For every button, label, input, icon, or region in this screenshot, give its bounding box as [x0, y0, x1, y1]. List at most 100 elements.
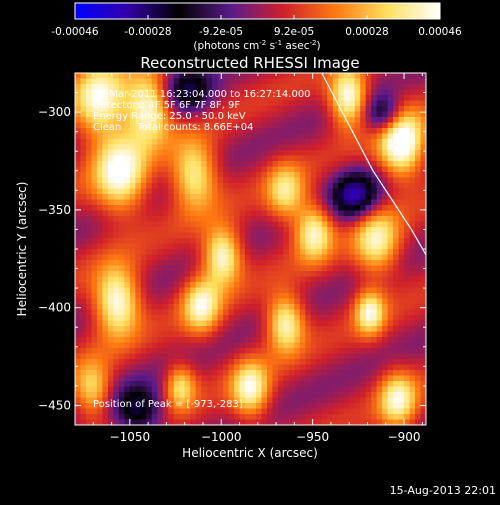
- heatmap-cell: [223, 375, 230, 382]
- heatmap-cell: [349, 282, 356, 289]
- heatmap-cell: [201, 216, 208, 223]
- heatmap-cell: [343, 254, 350, 261]
- heatmap-cell: [118, 326, 125, 333]
- heatmap-cell: [212, 221, 219, 228]
- heatmap-cell: [146, 150, 153, 157]
- heatmap-cell: [113, 419, 120, 425]
- heatmap-cell: [415, 260, 422, 267]
- heatmap-cell: [327, 381, 334, 388]
- heatmap-cell: [261, 150, 268, 157]
- heatmap-cell: [376, 249, 383, 256]
- heatmap-cell: [75, 386, 82, 393]
- heatmap-cell: [91, 364, 98, 371]
- heatmap-cell: [349, 221, 356, 228]
- heatmap-cell: [283, 205, 290, 212]
- heatmap-cell: [201, 408, 208, 415]
- heatmap-cell: [299, 359, 306, 366]
- heatmap-cell: [294, 276, 301, 283]
- heatmap-cell: [96, 194, 104, 201]
- heatmap-cell: [266, 221, 274, 228]
- heatmap-cell: [245, 139, 252, 146]
- heatmap-cell: [255, 364, 263, 371]
- heatmap-cell: [85, 282, 93, 289]
- heatmap-cell: [239, 293, 246, 300]
- heatmap-cell: [327, 122, 334, 129]
- heatmap-cell: [404, 287, 411, 294]
- heatmap-cell: [349, 232, 356, 239]
- heatmap-cell: [85, 254, 93, 261]
- heatmap-cell: [140, 205, 147, 212]
- heatmap-cell: [327, 84, 334, 91]
- heatmap-cell: [157, 183, 164, 190]
- heatmap-cell: [415, 249, 422, 256]
- heatmap-cell: [316, 243, 323, 250]
- heatmap-cell: [162, 260, 169, 267]
- heatmap-cell: [288, 210, 295, 217]
- heatmap-cell: [415, 326, 422, 333]
- heatmap-cell: [173, 89, 180, 96]
- heatmap-cell: [376, 106, 383, 113]
- heatmap-cell: [212, 194, 219, 201]
- heatmap-cell: [277, 84, 284, 91]
- heatmap-cell: [179, 100, 186, 107]
- heatmap-cell: [173, 331, 180, 338]
- heatmap-cell: [140, 210, 147, 217]
- heatmap-cell: [398, 100, 405, 107]
- heatmap-cell: [250, 73, 257, 80]
- heatmap-cell: [272, 172, 279, 179]
- heatmap-cell: [80, 298, 87, 305]
- heatmap-cell: [398, 78, 405, 85]
- heatmap-cell: [365, 331, 372, 338]
- heatmap-cell: [118, 287, 125, 294]
- heatmap-cell: [118, 276, 125, 283]
- heatmap-cell: [162, 177, 169, 184]
- heatmap-cell: [266, 271, 274, 278]
- heatmap-cell: [255, 139, 263, 146]
- heatmap-cell: [266, 359, 274, 366]
- heatmap-cell: [135, 111, 142, 118]
- heatmap-cell: [299, 133, 306, 140]
- heatmap-cell: [398, 375, 405, 382]
- heatmap-cell: [294, 320, 301, 327]
- heatmap-cell: [371, 139, 378, 146]
- heatmap-cell: [228, 139, 235, 146]
- heatmap-cell: [162, 106, 169, 113]
- heatmap-cell: [118, 397, 125, 404]
- heatmap-cell: [80, 293, 87, 300]
- heatmap-cell: [409, 260, 416, 267]
- heatmap-cell: [201, 183, 208, 190]
- heatmap-cell: [151, 106, 158, 113]
- heatmap-cell: [201, 205, 208, 212]
- heatmap-cell: [245, 265, 252, 272]
- heatmap-cell: [212, 381, 219, 388]
- heatmap-cell: [129, 188, 136, 195]
- heatmap-cell: [91, 271, 98, 278]
- heatmap-cell: [354, 260, 361, 267]
- heatmap-cell: [91, 282, 98, 289]
- heatmap-cell: [91, 188, 98, 195]
- heatmap-cell: [266, 128, 274, 135]
- colorbar-tick-label: -9.2e-05: [199, 26, 243, 38]
- heatmap-cell: [327, 227, 334, 234]
- heatmap-cell: [212, 73, 219, 80]
- heatmap-cell: [294, 309, 301, 316]
- heatmap-cell: [393, 331, 400, 338]
- heatmap-cell: [75, 183, 82, 190]
- heatmap-cell: [184, 139, 191, 146]
- heatmap-cell: [80, 408, 87, 415]
- heatmap-cell: [75, 144, 82, 151]
- heatmap-cell: [234, 172, 241, 179]
- heatmap-cell: [201, 84, 208, 91]
- heatmap-cell: [283, 166, 290, 173]
- heatmap-cell: [212, 166, 219, 173]
- heatmap-cell: [299, 287, 306, 294]
- heatmap-cell: [113, 276, 120, 283]
- heatmap-cell: [332, 205, 339, 212]
- heatmap-cell: [354, 375, 361, 382]
- heatmap-cell: [124, 150, 131, 157]
- heatmap-cell: [420, 84, 426, 91]
- heatmap-cell: [173, 254, 180, 261]
- heatmap-cell: [371, 166, 378, 173]
- heatmap-cell: [91, 89, 98, 96]
- heatmap-cell: [107, 419, 114, 425]
